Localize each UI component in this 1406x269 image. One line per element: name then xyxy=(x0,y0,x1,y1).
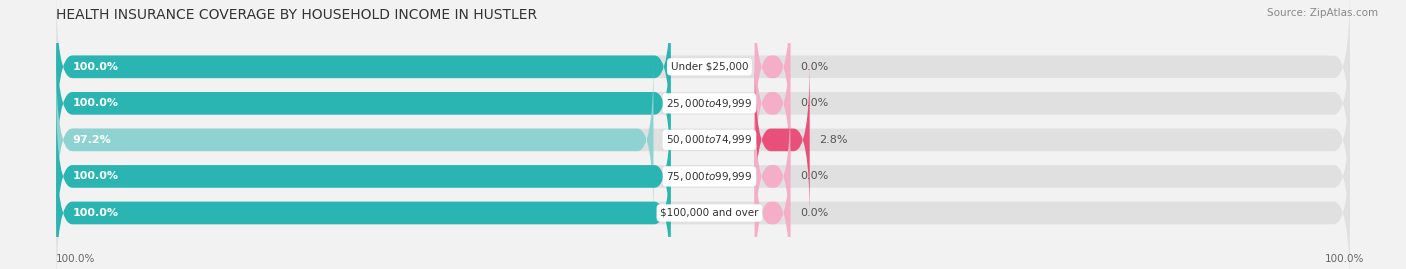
Text: 100.0%: 100.0% xyxy=(56,254,96,264)
Text: 0.0%: 0.0% xyxy=(800,171,828,181)
FancyBboxPatch shape xyxy=(56,23,671,183)
Text: 97.2%: 97.2% xyxy=(73,135,111,145)
Text: $50,000 to $74,999: $50,000 to $74,999 xyxy=(666,133,752,146)
Text: $100,000 and over: $100,000 and over xyxy=(661,208,759,218)
Text: 2.8%: 2.8% xyxy=(820,135,848,145)
Text: $75,000 to $99,999: $75,000 to $99,999 xyxy=(666,170,752,183)
Text: 0.0%: 0.0% xyxy=(800,62,828,72)
Text: Source: ZipAtlas.com: Source: ZipAtlas.com xyxy=(1267,8,1378,18)
Text: 100.0%: 100.0% xyxy=(73,208,118,218)
FancyBboxPatch shape xyxy=(56,23,1350,183)
FancyBboxPatch shape xyxy=(56,60,654,220)
FancyBboxPatch shape xyxy=(56,0,671,147)
FancyBboxPatch shape xyxy=(755,0,790,147)
FancyBboxPatch shape xyxy=(755,23,790,183)
Text: $25,000 to $49,999: $25,000 to $49,999 xyxy=(666,97,752,110)
FancyBboxPatch shape xyxy=(56,96,1350,256)
FancyBboxPatch shape xyxy=(755,96,790,256)
FancyBboxPatch shape xyxy=(56,133,671,269)
FancyBboxPatch shape xyxy=(56,96,671,256)
Text: HEALTH INSURANCE COVERAGE BY HOUSEHOLD INCOME IN HUSTLER: HEALTH INSURANCE COVERAGE BY HOUSEHOLD I… xyxy=(56,8,537,22)
Text: 100.0%: 100.0% xyxy=(73,171,118,181)
FancyBboxPatch shape xyxy=(755,60,810,220)
FancyBboxPatch shape xyxy=(56,0,1350,147)
Text: 100.0%: 100.0% xyxy=(73,98,118,108)
Text: 100.0%: 100.0% xyxy=(73,62,118,72)
Text: Under $25,000: Under $25,000 xyxy=(671,62,748,72)
FancyBboxPatch shape xyxy=(755,133,790,269)
Text: 0.0%: 0.0% xyxy=(800,208,828,218)
FancyBboxPatch shape xyxy=(56,133,1350,269)
FancyBboxPatch shape xyxy=(56,60,1350,220)
Text: 0.0%: 0.0% xyxy=(800,98,828,108)
Text: 100.0%: 100.0% xyxy=(1324,254,1364,264)
